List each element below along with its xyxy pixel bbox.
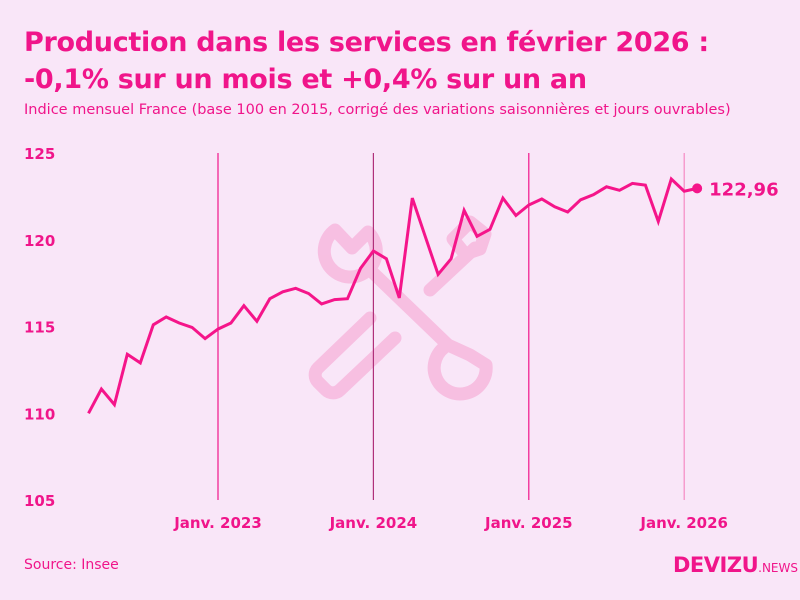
y-tick-label: 110	[24, 405, 55, 423]
y-tick-label: 115	[24, 319, 55, 337]
source-note: Source: Insee	[24, 557, 119, 573]
logo: DEVIZU.NEWS	[673, 553, 798, 577]
x-tick-label: Janv. 2026	[639, 514, 728, 532]
series-line	[87, 176, 698, 415]
y-tick-label: 105	[24, 492, 55, 510]
last-point-marker	[692, 183, 703, 194]
y-tick-label: 125	[24, 145, 55, 163]
chart-title: Production dans les services en février …	[24, 27, 709, 95]
y-tick-label: 120	[24, 232, 55, 250]
wrench-screwdriver-icon	[308, 215, 493, 401]
x-tick-label: Janv. 2025	[484, 514, 573, 532]
chart-subtitle: Indice mensuel France (base 100 en 2015,…	[24, 102, 731, 118]
x-tick-label: Janv. 2023	[173, 514, 262, 532]
last-value-label: 122,96	[709, 179, 778, 200]
x-tick-label: Janv. 2024	[329, 514, 418, 532]
